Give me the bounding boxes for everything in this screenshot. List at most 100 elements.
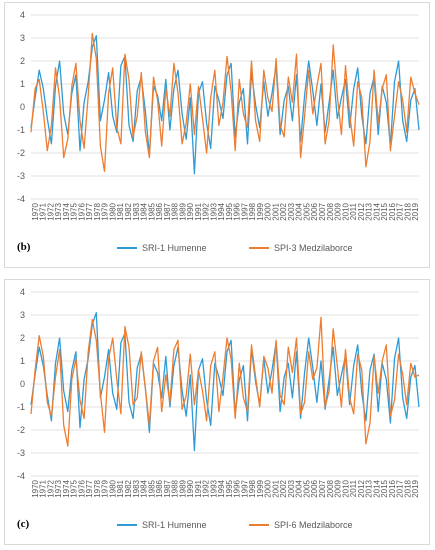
x-tick-label: 1996 [233, 202, 242, 220]
x-tick-label: 1981 [116, 202, 125, 220]
chart-c: 43210-1-2-3-4197019711972197319741975197… [17, 287, 420, 530]
x-tick-label: 1999 [256, 479, 265, 497]
x-tick-label: 1984 [140, 479, 149, 497]
y-tick-label: -3 [17, 171, 25, 181]
x-tick-label: 2011 [349, 202, 358, 220]
y-tick-label: 0 [20, 102, 25, 112]
y-tick-label: -2 [17, 148, 25, 158]
x-tick-label: 1994 [217, 202, 226, 220]
y-tick-label: 0 [20, 379, 25, 389]
x-tick-label: 1997 [240, 479, 249, 497]
x-tick-label: 2005 [302, 202, 311, 220]
y-tick-label: 1 [20, 79, 25, 89]
x-tick-label: 2017 [396, 479, 405, 497]
x-tick-label: 1995 [225, 479, 234, 497]
x-tick-label: 2018 [403, 479, 412, 497]
x-tick-label: 1988 [171, 479, 180, 497]
x-tick-label: 1974 [62, 202, 71, 220]
x-tick-label: 1977 [85, 479, 94, 497]
x-tick-label: 1991 [194, 479, 203, 497]
series-line-spi [30, 32, 420, 173]
x-tick-label: 2000 [264, 202, 273, 220]
x-tick-label: 1990 [186, 202, 195, 220]
y-tick-label: -3 [17, 448, 25, 458]
y-tick-label: 2 [20, 56, 25, 66]
x-tick-label: 1987 [163, 202, 172, 220]
legend-entry: SPI-6 Medzilaborce [274, 520, 353, 530]
x-tick-label: 2001 [271, 202, 280, 220]
x-tick-label: 2002 [279, 202, 288, 220]
series-line-sri [30, 312, 420, 452]
x-tick-label: 1976 [77, 202, 86, 220]
x-tick-label: 2013 [365, 479, 374, 497]
x-tick-label: 1998 [248, 202, 257, 220]
x-tick-label: 1993 [209, 479, 218, 497]
x-tick-label: 1975 [70, 479, 79, 497]
x-tick-label: 1971 [39, 202, 48, 220]
x-tick-label: 2004 [295, 479, 304, 497]
x-tick-label: 2003 [287, 202, 296, 220]
x-tick-label: 1983 [132, 479, 141, 497]
legend-entry: SRI-1 Humenne [142, 520, 207, 530]
x-tick-label: 1972 [46, 479, 55, 497]
x-tick-label: 2010 [341, 479, 350, 497]
x-tick-label: 2011 [349, 479, 358, 497]
x-tick-label: 2012 [357, 202, 366, 220]
x-tick-label: 1980 [108, 479, 117, 497]
x-tick-label: 1990 [186, 479, 195, 497]
y-tick-label: -1 [17, 125, 25, 135]
y-tick-label: -4 [17, 194, 25, 204]
x-tick-label: 2015 [380, 479, 389, 497]
x-tick-label: 1987 [163, 479, 172, 497]
x-tick-label: 1983 [132, 202, 141, 220]
x-tick-label: 1997 [240, 202, 249, 220]
legend-entry: SPI-3 Medzilaborce [274, 243, 353, 253]
x-tick-label: 2002 [279, 479, 288, 497]
x-tick-label: 1999 [256, 202, 265, 220]
chart-b: 43210-1-2-3-4197019711972197319741975197… [17, 10, 420, 253]
x-tick-label: 1982 [124, 479, 133, 497]
x-tick-label: 1972 [46, 202, 55, 220]
x-tick-label: 1981 [116, 479, 125, 497]
x-tick-label: 1988 [171, 202, 180, 220]
x-tick-label: 2015 [380, 202, 389, 220]
x-tick-label: 1986 [155, 202, 164, 220]
y-tick-label: 4 [20, 287, 25, 297]
x-tick-label: 2006 [310, 202, 319, 220]
x-tick-label: 1971 [39, 479, 48, 497]
x-tick-label: 1979 [101, 202, 110, 220]
x-tick-label: 2014 [372, 202, 381, 220]
x-tick-label: 1970 [31, 202, 40, 220]
x-tick-label: 2010 [341, 202, 350, 220]
y-tick-label: 3 [20, 310, 25, 320]
y-tick-label: 3 [20, 33, 25, 43]
y-tick-label: -2 [17, 425, 25, 435]
x-tick-label: 2016 [388, 202, 397, 220]
x-tick-label: 2007 [318, 479, 327, 497]
x-tick-label: 2005 [302, 479, 311, 497]
y-tick-label: 4 [20, 10, 25, 20]
x-tick-label: 1985 [147, 202, 156, 220]
x-tick-label: 1989 [178, 202, 187, 220]
x-tick-label: 1978 [93, 202, 102, 220]
x-tick-label: 1992 [202, 479, 211, 497]
panel-label: (b) [17, 241, 31, 253]
x-tick-label: 1977 [85, 202, 94, 220]
x-tick-label: 1996 [233, 479, 242, 497]
x-tick-label: 1998 [248, 479, 257, 497]
x-tick-label: 1993 [209, 202, 218, 220]
x-tick-label: 1980 [108, 202, 117, 220]
x-tick-label: 1994 [217, 479, 226, 497]
y-tick-label: -1 [17, 402, 25, 412]
series-line-sri [30, 35, 420, 175]
x-tick-label: 1975 [70, 202, 79, 220]
x-tick-label: 2014 [372, 479, 381, 497]
x-tick-label: 2008 [326, 479, 335, 497]
x-tick-label: 2009 [334, 479, 343, 497]
x-tick-label: 2019 [411, 202, 420, 220]
x-tick-label: 1991 [194, 202, 203, 220]
chart-panel-b: 4 3 2 1 0 -1 -2 -3 -4 1970 1971 1972 1973 1974 1975 197… [4, 2, 430, 268]
x-tick-label: 1973 [54, 479, 63, 497]
x-tick-label: 2001 [271, 479, 280, 497]
x-tick-label: 1986 [155, 479, 164, 497]
